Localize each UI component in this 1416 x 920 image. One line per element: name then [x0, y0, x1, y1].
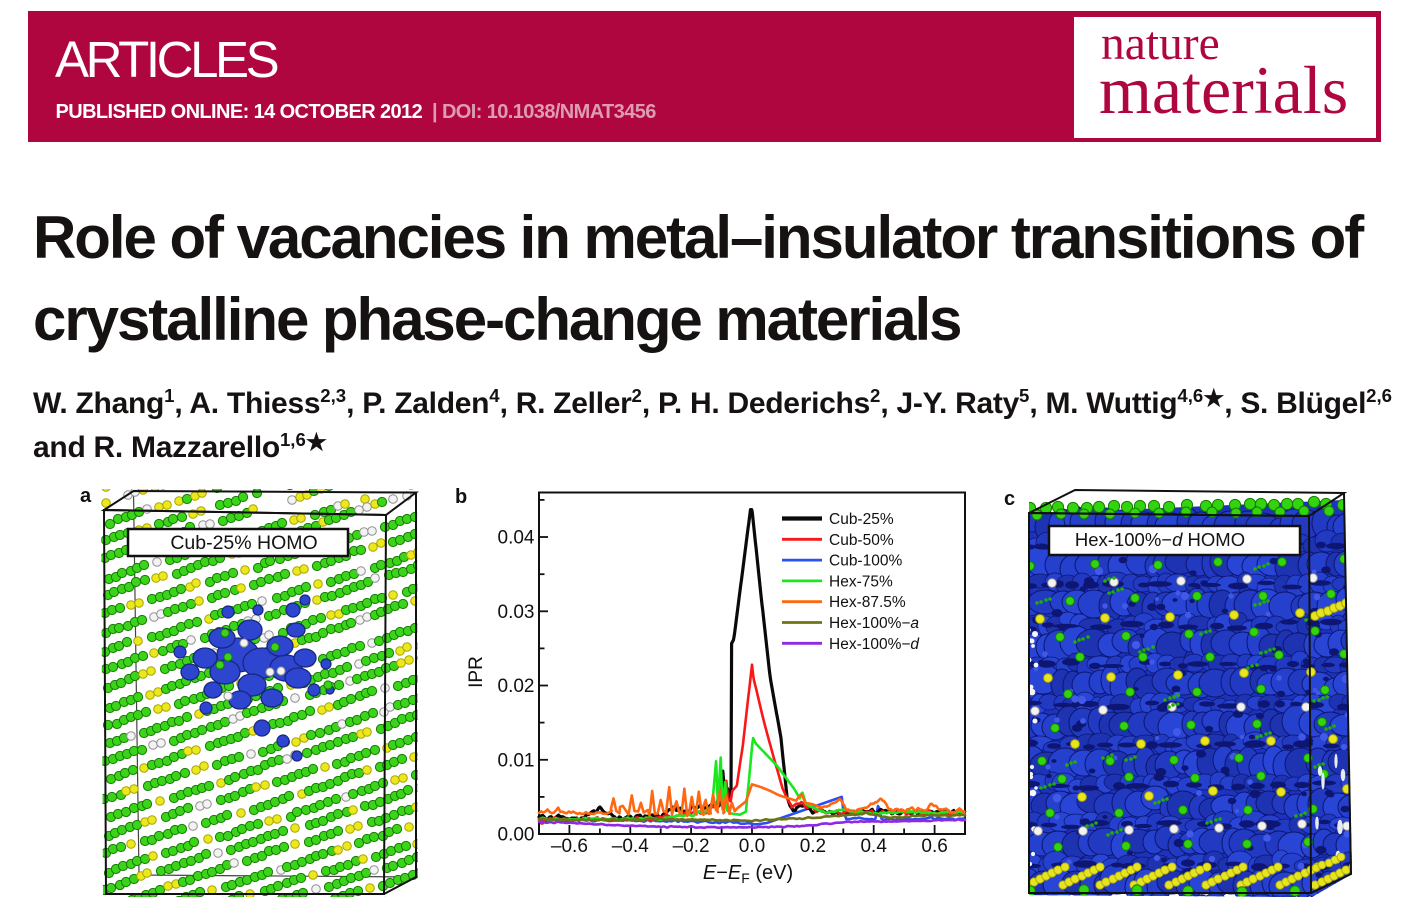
svg-text:0.00: 0.00 [498, 825, 535, 846]
svg-text:0.02: 0.02 [498, 676, 535, 697]
svg-text:Cub-25% HOMO: Cub-25% HOMO [170, 532, 317, 554]
svg-text:Cub-25%: Cub-25% [829, 511, 894, 528]
svg-text:–0.4: –0.4 [612, 836, 649, 857]
svg-text:b: b [455, 486, 467, 508]
svg-text:c: c [1004, 488, 1015, 510]
svg-text:Hex-87.5%: Hex-87.5% [829, 594, 906, 611]
svg-text:Hex-75%: Hex-75% [829, 573, 893, 590]
svg-text:Hex-100%−d HOMO: Hex-100%−d HOMO [1075, 529, 1245, 550]
svg-text:0.6: 0.6 [921, 836, 947, 857]
svg-text:0.4: 0.4 [860, 836, 887, 857]
svg-text:Hex-100%−a: Hex-100%−a [829, 615, 919, 632]
svg-text:0.0: 0.0 [739, 836, 765, 857]
svg-text:0.01: 0.01 [498, 750, 535, 771]
svg-text:0.04: 0.04 [498, 528, 535, 549]
svg-text:Cub-50%: Cub-50% [829, 532, 894, 549]
svg-text:IPR: IPR [466, 656, 487, 688]
svg-text:Cub-100%: Cub-100% [829, 553, 902, 570]
svg-text:0.2: 0.2 [800, 836, 826, 857]
svg-text:E−EF (eV): E−EF (eV) [703, 862, 793, 886]
svg-text:0.03: 0.03 [498, 602, 535, 623]
svg-text:a: a [80, 485, 92, 507]
svg-text:–0.6: –0.6 [551, 836, 588, 857]
svg-text:Hex-100%−d: Hex-100%−d [829, 636, 920, 653]
svg-text:–0.2: –0.2 [673, 836, 710, 857]
